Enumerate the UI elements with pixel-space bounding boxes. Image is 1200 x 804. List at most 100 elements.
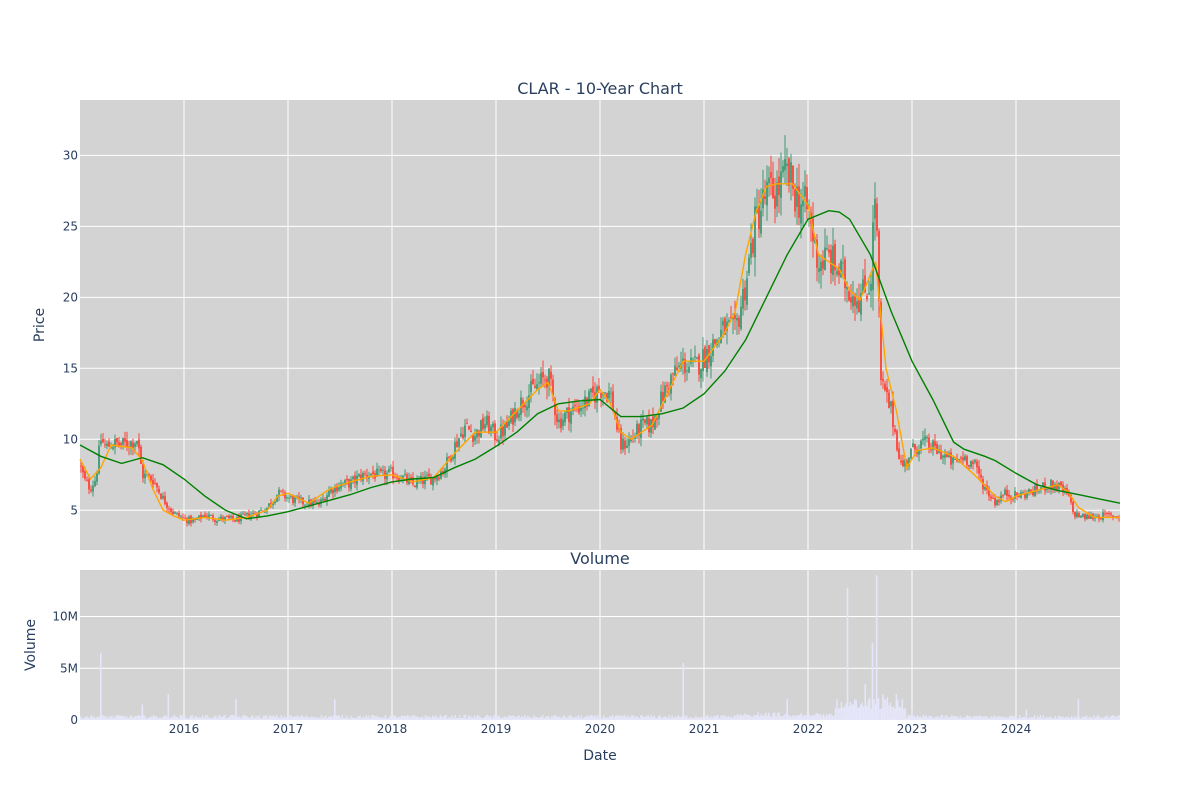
volume-bar [607, 717, 609, 720]
volume-bar [548, 715, 550, 720]
volume-bar [273, 715, 275, 720]
volume-bar [1084, 716, 1086, 720]
candlestick-body [526, 406, 528, 411]
volume-bar [1111, 715, 1113, 720]
volume-bar [292, 716, 294, 720]
volume-bar [1085, 715, 1088, 720]
candlestick-body [372, 471, 374, 474]
candlestick-body [1052, 480, 1054, 490]
candlestick-body [142, 463, 144, 479]
price-lines [79, 183, 1121, 521]
volume-bar [146, 718, 149, 720]
candlestick-body [710, 356, 712, 367]
candlestick-body [490, 426, 492, 432]
volume-bar [215, 715, 217, 720]
volume-bar [699, 717, 701, 720]
volume-bar [1030, 717, 1033, 720]
candlestick-body [1112, 515, 1114, 518]
volume-bar [466, 718, 468, 720]
volume-bar [259, 717, 262, 720]
volume-bar [1035, 718, 1037, 720]
candlestick-body [422, 477, 424, 484]
volume-spike-bar [141, 704, 144, 720]
candlestick-body [180, 516, 182, 518]
volume-bar [439, 714, 441, 720]
volume-bar [665, 716, 667, 720]
candlestick-body [836, 271, 838, 275]
volume-bar [995, 717, 997, 720]
volume-bar [571, 717, 574, 720]
candlestick-body [636, 423, 638, 436]
volume-bar [204, 715, 207, 720]
volume-bar [445, 714, 447, 720]
volume-bar [518, 715, 520, 720]
candlestick-body [882, 378, 884, 382]
volume-bar [934, 716, 936, 720]
volume-bar [935, 716, 938, 720]
candlestick-body [134, 443, 136, 447]
volume-bar [906, 717, 908, 720]
volume-bar [363, 717, 366, 720]
candlestick-body [828, 249, 830, 253]
candlestick-body [504, 422, 506, 436]
volume-bar [678, 716, 681, 720]
candlestick-body [468, 425, 470, 430]
candlestick-body [1116, 516, 1118, 517]
volume-bar [1053, 718, 1055, 720]
volume-bar [756, 714, 758, 720]
volume-bar [302, 717, 305, 720]
volume-bar [971, 717, 973, 720]
volume-bar [198, 717, 201, 720]
candlestick-body [524, 404, 526, 408]
volume-bar [395, 715, 397, 720]
volume-bar [778, 712, 780, 720]
volume-bar [805, 715, 807, 720]
volume-bar [213, 716, 216, 720]
candlestick-body [548, 368, 550, 387]
volume-bar [326, 718, 329, 720]
volume-bar [97, 716, 100, 720]
candlestick-body [274, 501, 276, 503]
volume-bar [913, 715, 915, 720]
volume-bar [1103, 716, 1106, 720]
candlestick-body [582, 407, 584, 409]
candlestick-body [848, 291, 850, 301]
volume-bar [821, 715, 823, 720]
short-moving-average-line [79, 183, 1120, 521]
volume-bar [961, 717, 963, 720]
volume-bar [868, 697, 871, 720]
candlestick-body [474, 436, 476, 441]
volume-bar [759, 716, 761, 720]
candlestick-body [322, 498, 324, 501]
volume-bar [1118, 714, 1120, 720]
volume-bar [1114, 716, 1116, 720]
candlestick-body [1042, 482, 1044, 487]
volume-bar [949, 717, 951, 720]
volume-bar [1059, 715, 1061, 720]
volume-bar [438, 718, 440, 720]
volume-bar [1079, 718, 1082, 720]
volume-bar [460, 718, 462, 720]
candlestick-body [500, 424, 502, 439]
candlestick-body [914, 444, 916, 450]
volume-bar [1105, 715, 1107, 720]
candlestick-body [540, 372, 542, 384]
volume-bar [598, 717, 600, 720]
candlestick-body [1038, 491, 1040, 493]
volume-spike-bar [100, 652, 102, 720]
candlestick-body [260, 510, 262, 511]
volume-bar [244, 715, 247, 720]
candlestick-body [996, 499, 998, 505]
candlestick-body [488, 415, 490, 434]
candlestick-body [1088, 515, 1090, 519]
volume-bar [898, 706, 901, 720]
candlestick-body [610, 393, 612, 394]
price-y-tick-label: 5 [70, 503, 78, 517]
candlestick-body [666, 384, 668, 387]
volume-bar [546, 716, 548, 720]
candlestick-body [788, 158, 790, 186]
candlestick-body [930, 449, 932, 451]
volume-bar [463, 714, 465, 720]
volume-spike-bar [786, 699, 788, 720]
candlestick-body [968, 464, 970, 467]
